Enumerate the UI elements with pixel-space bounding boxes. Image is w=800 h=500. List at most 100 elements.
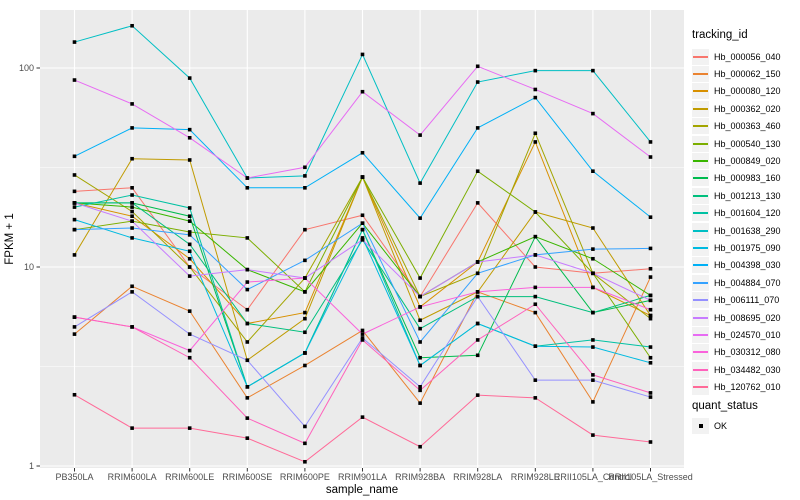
legend-line-swatch: [693, 368, 708, 371]
legend-item: Hb_000056_040: [692, 48, 781, 65]
data-point: [72, 205, 77, 209]
data-point: [130, 214, 134, 219]
legend-quant-status: quant_status OK: [692, 400, 758, 434]
quant-ok-key: [692, 417, 709, 434]
data-point: [72, 173, 77, 177]
legend-item: Hb_001638_290: [692, 222, 781, 239]
legend-item-label: Hb_001638_290: [714, 225, 781, 236]
data-point: [303, 290, 307, 294]
data-point: [72, 392, 77, 397]
data-point: [130, 219, 134, 223]
legend-item: Hb_008695_020: [692, 309, 781, 326]
data-point: [475, 260, 480, 264]
data-point: [648, 440, 653, 444]
data-point: [533, 344, 538, 348]
x-tick-label: RRIM600SE: [222, 472, 272, 482]
data-point: [130, 325, 134, 329]
x-tick-label: RRII105LA_Stressed: [608, 472, 693, 482]
legend-item-label: Hb_030312_080: [714, 347, 781, 358]
data-point: [533, 87, 538, 92]
data-point: [591, 68, 595, 73]
data-point: [245, 307, 250, 312]
data-point: [648, 361, 653, 365]
data-point: [187, 230, 192, 234]
data-point: [303, 186, 307, 190]
legend-line-swatch: [693, 316, 708, 319]
legend-key: [692, 222, 709, 239]
data-point: [303, 174, 307, 178]
legend-item-label: Hb_000062_150: [714, 69, 781, 80]
legend-key: [692, 292, 709, 309]
data-point: [360, 227, 365, 232]
data-point: [648, 355, 653, 360]
data-point: [303, 276, 307, 280]
data-point: [648, 293, 653, 298]
data-point: [245, 436, 250, 440]
data-point: [533, 140, 538, 144]
data-point: [533, 95, 538, 100]
data-point: [533, 253, 538, 257]
data-point: [418, 294, 422, 299]
data-point: [591, 256, 595, 261]
data-point: [418, 401, 422, 405]
data-point: [648, 298, 653, 303]
y-axis-title: FPKM + 1: [4, 213, 16, 264]
data-point: [187, 249, 192, 254]
data-point: [130, 205, 134, 209]
data-point: [130, 284, 134, 289]
legend-item-label: Hb_004398_030: [714, 260, 781, 271]
legend-item: Hb_004398_030: [692, 257, 781, 274]
legend-item-label: Hb_000540_130: [714, 138, 781, 149]
data-point: [130, 23, 134, 28]
data-point: [648, 215, 653, 219]
legend-item-label: Hb_006111_070: [714, 295, 780, 306]
legend-key: [692, 66, 709, 83]
data-point: [245, 176, 250, 180]
data-point: [591, 285, 595, 290]
legend-key: [692, 118, 709, 135]
data-point: [418, 388, 422, 393]
legend-item-label: Hb_001975_090: [714, 242, 781, 253]
data-point: [591, 433, 595, 437]
data-point: [187, 76, 192, 80]
data-point: [533, 234, 538, 239]
data-point: [72, 332, 77, 336]
data-point: [130, 226, 134, 230]
legend-line-swatch: [693, 281, 708, 284]
legend-item-label: Hb_000363_460: [714, 121, 781, 132]
data-point: [533, 210, 538, 214]
data-point: [591, 373, 595, 377]
data-point: [648, 391, 653, 395]
data-point: [245, 287, 250, 292]
data-point: [187, 265, 192, 269]
x-axis-title: sample_name: [326, 484, 398, 496]
data-point: [475, 338, 480, 342]
data-point: [591, 345, 595, 349]
legend-item: Hb_000362_020: [692, 100, 781, 117]
legend-item-label: Hb_004884_070: [714, 277, 781, 288]
data-point: [475, 290, 480, 294]
data-point: [187, 355, 192, 360]
data-point: [360, 150, 365, 155]
data-point: [475, 64, 480, 69]
data-point: [475, 321, 480, 326]
data-point: [648, 275, 653, 279]
data-point: [418, 363, 422, 368]
data-point: [72, 189, 77, 194]
data-point: [130, 102, 134, 106]
data-point: [533, 131, 538, 136]
data-point: [360, 175, 365, 179]
legend-item-label: Hb_000983_160: [714, 173, 781, 184]
data-point: [130, 126, 134, 130]
data-point: [130, 201, 134, 205]
data-point: [648, 345, 653, 349]
legend-line-swatch: [693, 229, 708, 232]
legend-item-label: Hb_000362_020: [714, 103, 781, 114]
data-point: [303, 316, 307, 321]
legend-line-swatch: [693, 351, 708, 354]
data-point: [245, 321, 250, 326]
legend-key: [692, 326, 709, 343]
data-point: [533, 310, 538, 315]
legend-item-label: Hb_001213_130: [714, 190, 781, 201]
